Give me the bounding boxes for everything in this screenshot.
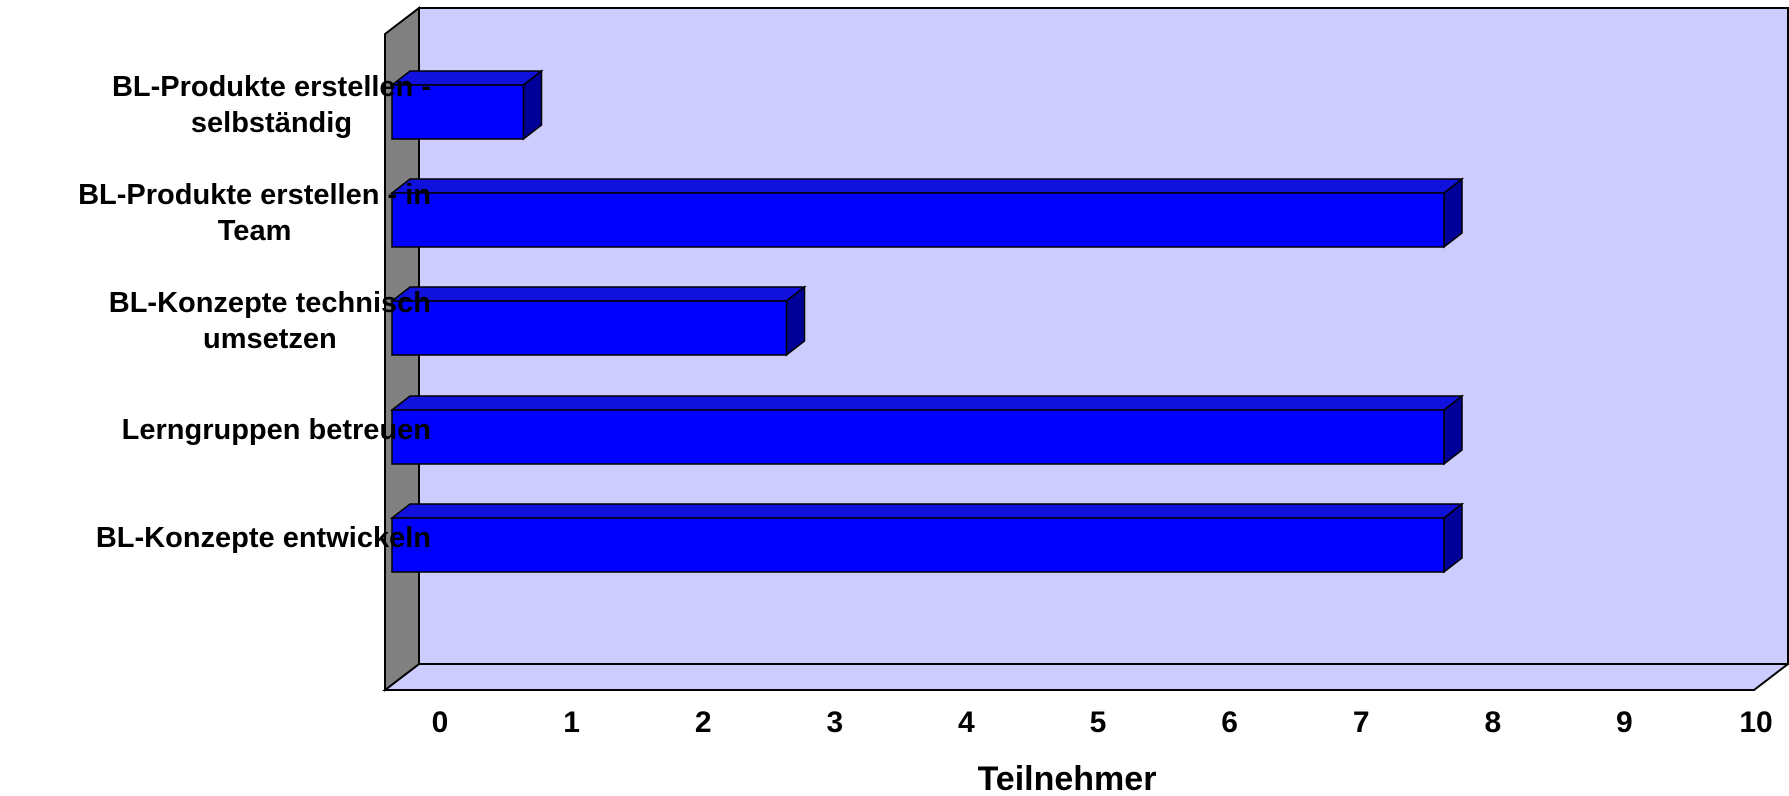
category-label-line: umsetzen [203,323,337,355]
x-tick-label: 2 [695,706,712,739]
bar-top-face [389,503,1465,519]
chart-bars [389,69,1465,574]
bar [389,394,1465,466]
bar [389,69,544,141]
bar-front-face [391,84,525,140]
bar-front-face [391,517,1445,573]
bar-top-face [389,395,1465,411]
x-tick-label: 9 [1616,706,1633,739]
category-label-line: Team [218,215,292,247]
category-label-line: BL-Produkte erstellen - [112,71,431,103]
x-axis-ticks: 0 1 2 3 4 5 6 7 8 9 10 [432,706,1773,739]
bar-front-face [391,192,1445,248]
x-tick-label: 0 [432,706,449,739]
category-labels: BL-Produkte erstellen - selbständig BL-Pro… [78,71,431,554]
bar [389,502,1465,574]
category-label-line: BL-Produkte erstellen - in [78,179,431,211]
x-tick-label: 8 [1484,706,1501,739]
floor [382,663,1789,691]
x-tick-label: 10 [1739,706,1772,739]
category-label: BL-Konzepte entwickeln [96,522,431,554]
category-label-line: selbständig [191,107,352,139]
x-axis-title: Teilnehmer [978,760,1157,796]
bar-front-face [391,300,788,356]
bar-top-face [389,286,807,302]
bar-front-face [391,409,1445,465]
x-tick-label: 4 [958,706,975,739]
x-tick-label: 3 [826,706,843,739]
x-tick-label: 5 [1090,706,1107,739]
x-tick-label: 1 [563,706,580,739]
bar-top-face [389,178,1465,194]
category-label-line: BL-Konzepte technisch [109,287,431,319]
bar [389,285,807,357]
x-tick-label: 6 [1221,706,1238,739]
bar [389,177,1465,249]
x-tick-label: 7 [1353,706,1370,739]
category-label: Lerngruppen betreuen [122,414,431,446]
